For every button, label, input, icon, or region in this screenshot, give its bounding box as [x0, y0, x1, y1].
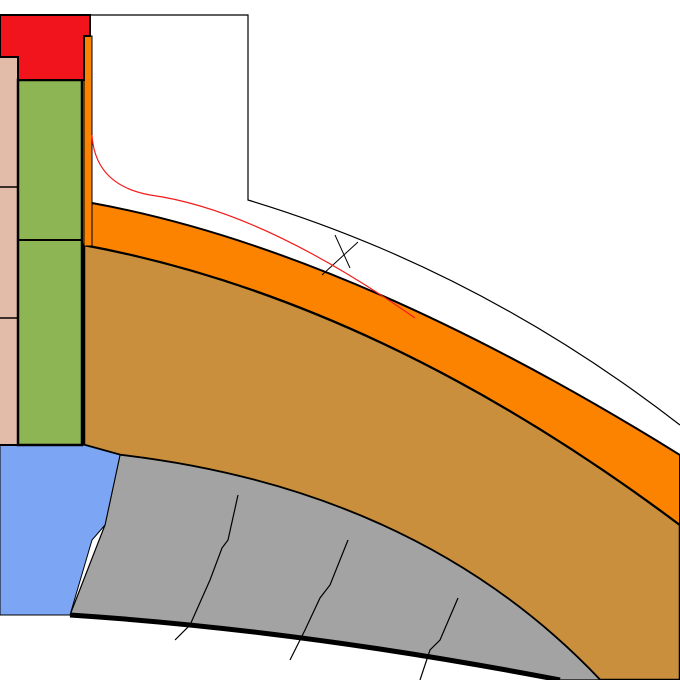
beige-column [0, 56, 19, 446]
orange-vertical-strip [83, 35, 93, 247]
arch-joint-line [419, 597, 459, 680]
blue-block [0, 444, 121, 616]
arch-joint-line [174, 494, 239, 641]
green-column [16, 78, 84, 447]
cross-mark [321, 234, 359, 276]
red-curve-line [91, 134, 416, 319]
arch-inner-edge [69, 612, 561, 680]
red-block [0, 14, 91, 81]
orange-band [82, 201, 680, 527]
outer-outline-region [90, 14, 680, 426]
